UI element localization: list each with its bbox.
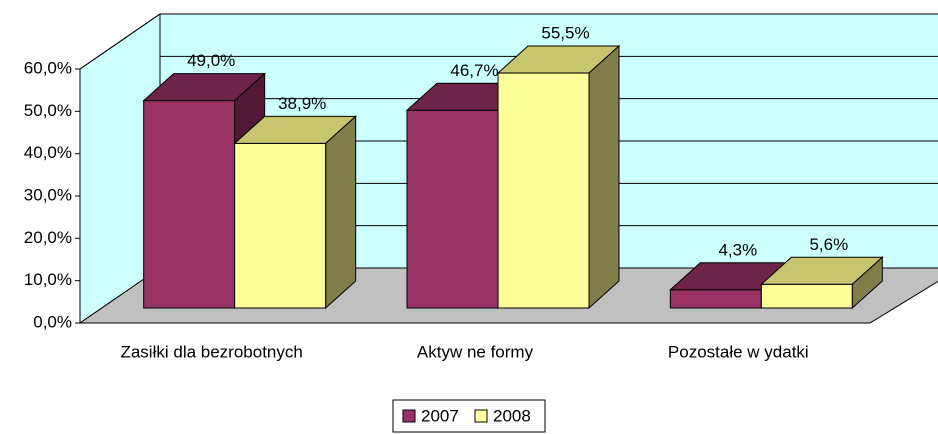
legend-swatch (474, 409, 488, 423)
bar-front (234, 142, 327, 309)
legend-label: 2007 (421, 406, 459, 425)
bar-front (497, 72, 590, 309)
x-tick-label: Aktyw ne formy (417, 342, 534, 361)
bar-front (406, 109, 499, 309)
y-tick-label: 10,0% (24, 270, 72, 289)
grid-line (79, 13, 161, 70)
legend-swatch (402, 409, 416, 423)
value-label: 55,5% (541, 24, 589, 43)
bar-front (669, 289, 762, 309)
bar-side (851, 256, 883, 310)
bar-front (143, 100, 236, 309)
value-label: 49,0% (187, 51, 235, 70)
legend-box (392, 399, 546, 433)
value-label: 38,9% (278, 94, 326, 113)
x-tick-label: Pozostałe w ydatki (668, 342, 809, 361)
value-label: 4,3% (718, 240, 757, 259)
bar-side (325, 115, 357, 310)
legend-label: 2008 (493, 406, 531, 425)
y-tick-label: 0,0% (33, 312, 72, 331)
value-label: 46,7% (450, 61, 498, 80)
y-tick-label: 20,0% (24, 228, 72, 247)
bar-front (760, 283, 853, 309)
value-label: 5,6% (809, 235, 848, 254)
x-tick-label: Zasiłki dla bezrobotnych (120, 342, 302, 361)
y-tick-label: 50,0% (24, 101, 72, 120)
y-tick-label: 40,0% (24, 143, 72, 162)
bar-side (588, 44, 620, 310)
y-tick-label: 30,0% (24, 185, 72, 204)
y-tick-label: 60,0% (24, 58, 72, 77)
